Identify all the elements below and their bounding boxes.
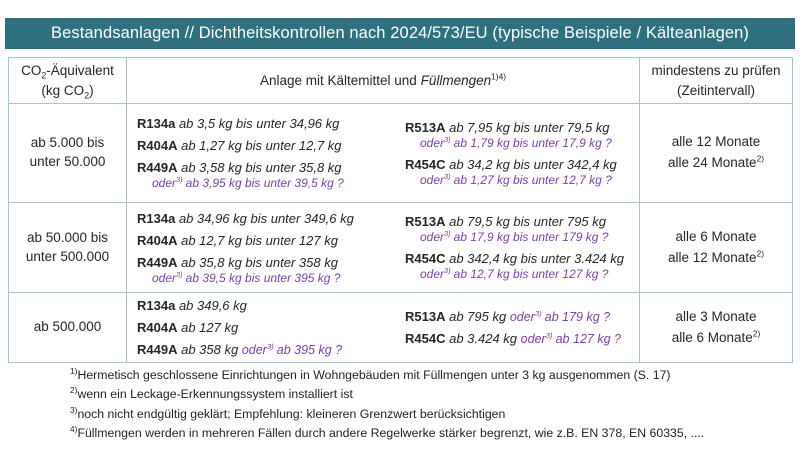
fill-range: ab 35,8 kg bis unter 358 kg	[181, 254, 338, 270]
header-cell-co2-equivalent: CO2-Äquivalent (kg CO2)	[9, 58, 127, 104]
refrigerant-name: R454C	[405, 156, 446, 172]
interval-line: alle 24 Monate2)	[668, 153, 764, 170]
refrigerant-column-left: R134a ab 34,96 kg bis unter 349,6 kg R40…	[137, 207, 401, 288]
co2-range-cell-row1: ab 5.000 bis unter 50.000	[9, 104, 127, 203]
fill-range: ab 1,27 kg bis unter 12,7 kg	[181, 138, 342, 153]
footnote-2: 2)wenn ein Leckage-Erkennungssystem inst…	[70, 385, 353, 402]
interval-line: alle 6 Monate	[675, 228, 757, 244]
refrigerant-entry: R454C ab 342,4 kg bis unter 3.424 kg ode…	[405, 251, 635, 281]
fill-range: ab 3.424 kg	[449, 331, 518, 346]
interval-cell-row1: alle 12 Monate alle 24 Monate2)	[640, 104, 792, 203]
refrigerant-name: R449A	[137, 342, 178, 357]
interval-cell-row3: alle 3 Monate alle 6 Monate2)	[640, 293, 792, 362]
co2-range-line: unter 50.000	[29, 154, 106, 169]
fill-range: ab 795 kg	[449, 309, 507, 324]
refrigerant-entry: R454C ab 3.424 kg oder3) ab 127 kg ?	[405, 331, 635, 346]
fill-range: ab 7,95 kg bis unter 79,5 kg	[449, 119, 610, 135]
alt-fill-range: oder3) ab 12,7 kg bis unter 127 kg ?	[420, 266, 609, 281]
co2-range-line: ab 5.000 bis	[30, 135, 105, 151]
fill-range: ab 12,7 kg bis unter 127 kg	[181, 232, 338, 248]
refrigerant-entry: R513A ab 7,95 kg bis unter 79,5 kg oder3…	[405, 120, 635, 150]
refrigerant-entry: R449A ab 358 kg oder3) ab 395 kg ?	[137, 342, 401, 357]
co2-range-line: ab 50.000 bis	[26, 229, 109, 245]
refrigerant-name: R513A	[405, 214, 446, 229]
refrigerant-name: R404A	[137, 232, 178, 248]
refrigerant-name: R513A	[405, 309, 446, 324]
co2-range-cell-row2: ab 50.000 bis unter 500.000	[9, 203, 127, 293]
refrigerant-name: R134a	[137, 210, 176, 226]
alt-fill-range-inline: oder3) ab 395 kg ?	[241, 341, 343, 357]
main-table: CO2-Äquivalent (kg CO2) Anlage mit Kälte…	[8, 57, 793, 363]
fill-range: ab 3,5 kg bis unter 34,96 kg	[178, 116, 340, 131]
co2-equivalent-line1: CO2-Äquivalent	[21, 62, 114, 81]
refrigerant-entry: R134a ab 349,6 kg	[137, 298, 401, 313]
fill-range: ab 79,5 kg bis unter 795 kg	[449, 214, 606, 229]
alt-fill-range: oder3) ab 17,9 kg bis unter 179 kg ?	[420, 229, 609, 244]
refrigerant-entry: R404A ab 127 kg	[137, 320, 401, 335]
refrigerant-column-right: R513A ab 79,5 kg bis unter 795 kg oder3)…	[401, 207, 635, 288]
refrigerant-entry: R404A ab 1,27 kg bis unter 12,7 kg	[137, 138, 401, 153]
footnote-4: 4)Füllmengen werden in mehreren Fällen d…	[70, 424, 705, 441]
refrigerant-entry: R454C ab 34,2 kg bis unter 342,4 kg oder…	[405, 157, 635, 187]
refrigerant-entry: R449A ab 3,58 kg bis unter 35,8 kg oder3…	[137, 160, 401, 190]
refrigerant-entry: R404A ab 12,7 kg bis unter 127 kg	[137, 233, 401, 248]
refrigerant-entry: R513A ab 79,5 kg bis unter 795 kg oder3)…	[405, 214, 635, 244]
refrigerant-entry: R134a ab 34,96 kg bis unter 349,6 kg	[137, 211, 401, 226]
co2-range-line: unter 500.000	[25, 248, 110, 264]
fill-range: ab 127 kg	[181, 320, 239, 335]
refrigerant-entry: R449A ab 35,8 kg bis unter 358 kg oder3)…	[137, 255, 401, 285]
refrigerant-name: R513A	[405, 119, 446, 135]
interval-header-line2: (Zeitintervall)	[676, 82, 755, 98]
refrigerant-entry: R513A ab 795 kg oder3) ab 179 kg ?	[405, 309, 635, 324]
alt-fill-range-inline: oder3) ab 127 kg ?	[520, 330, 621, 346]
interval-line: alle 12 Monate	[671, 134, 761, 150]
interval-line: alle 12 Monate2)	[668, 248, 764, 265]
interval-line: alle 6 Monate2)	[671, 328, 761, 345]
interval-header-line1: mindestens zu prüfen	[651, 62, 781, 78]
refrigerant-column-right: R513A ab 7,95 kg bis unter 79,5 kg oder3…	[401, 108, 635, 198]
refrigerant-name: R454C	[405, 331, 446, 346]
fill-range: ab 34,96 kg bis unter 349,6 kg	[178, 210, 354, 226]
refrigerant-name: R454C	[405, 251, 446, 266]
co2-equivalent-line2: (kg CO2)	[41, 82, 94, 101]
footnote-3: 3)noch nicht endgültig geklärt; Empfehlu…	[70, 404, 506, 421]
footnotes: 1)Hermetisch geschlossene Einrichtungen …	[70, 366, 704, 444]
alt-fill-range: oder3) ab 3,95 kg bis unter 39,5 kg ?	[152, 175, 344, 190]
refrigerants-cell-row1: R134a ab 3,5 kg bis unter 34,96 kg R404A…	[127, 104, 640, 203]
fill-range: ab 358 kg	[181, 342, 239, 357]
footnote-1: 1)Hermetisch geschlossene Einrichtungen …	[70, 365, 671, 382]
alt-fill-range: oder3) ab 1,79 kg bis unter 17,9 kg ?	[420, 134, 612, 150]
co2-range-cell-row3: ab 500.000	[9, 293, 127, 362]
fill-range: ab 342,4 kg bis unter 3.424 kg	[449, 251, 624, 266]
alt-fill-range: oder3) ab 1,27 kg bis unter 12,7 kg ?	[420, 171, 612, 187]
anlage-header-line: Anlage mit Kältemittel und Füllmengen1)4…	[259, 71, 507, 88]
refrigerant-name: R134a	[137, 298, 176, 313]
title-bar: Bestandsanlagen // Dichtheitskontrollen …	[5, 18, 795, 49]
fill-range: ab 34,2 kg bis unter 342,4 kg	[449, 156, 617, 172]
co2-range-line: ab 500.000	[33, 319, 102, 335]
refrigerant-column-left: R134a ab 349,6 kg R404A ab 127 kg R449A …	[137, 297, 401, 358]
refrigerant-name: R449A	[137, 160, 178, 175]
refrigerant-column-right: R513A ab 795 kg oder3) ab 179 kg ? R454C …	[401, 297, 635, 358]
refrigerant-name: R134a	[137, 116, 176, 131]
refrigerant-name: R404A	[137, 320, 178, 335]
alt-fill-range-inline: oder3) ab 179 kg ?	[509, 308, 611, 324]
interval-cell-row2: alle 6 Monate alle 12 Monate2)	[640, 203, 792, 293]
refrigerant-entry: R134a ab 3,5 kg bis unter 34,96 kg	[137, 116, 401, 131]
refrigerant-column-left: R134a ab 3,5 kg bis unter 34,96 kg R404A…	[137, 108, 401, 198]
header-cell-anlage: Anlage mit Kältemittel und Füllmengen1)4…	[127, 58, 640, 104]
alt-fill-range: oder3) ab 39,5 kg bis unter 395 kg ?	[152, 269, 341, 285]
slide-title: Bestandsanlagen // Dichtheitskontrollen …	[50, 24, 750, 42]
fill-range: ab 349,6 kg	[178, 298, 247, 313]
interval-line: alle 3 Monate	[675, 308, 757, 324]
refrigerants-cell-row2: R134a ab 34,96 kg bis unter 349,6 kg R40…	[127, 203, 640, 293]
refrigerants-cell-row3: R134a ab 349,6 kg R404A ab 127 kg R449A …	[127, 293, 640, 362]
refrigerant-name: R449A	[137, 254, 178, 270]
refrigerant-name: R404A	[137, 138, 178, 153]
header-cell-interval: mindestens zu prüfen (Zeitintervall)	[640, 58, 792, 104]
fill-range: ab 3,58 kg bis unter 35,8 kg	[181, 160, 342, 175]
